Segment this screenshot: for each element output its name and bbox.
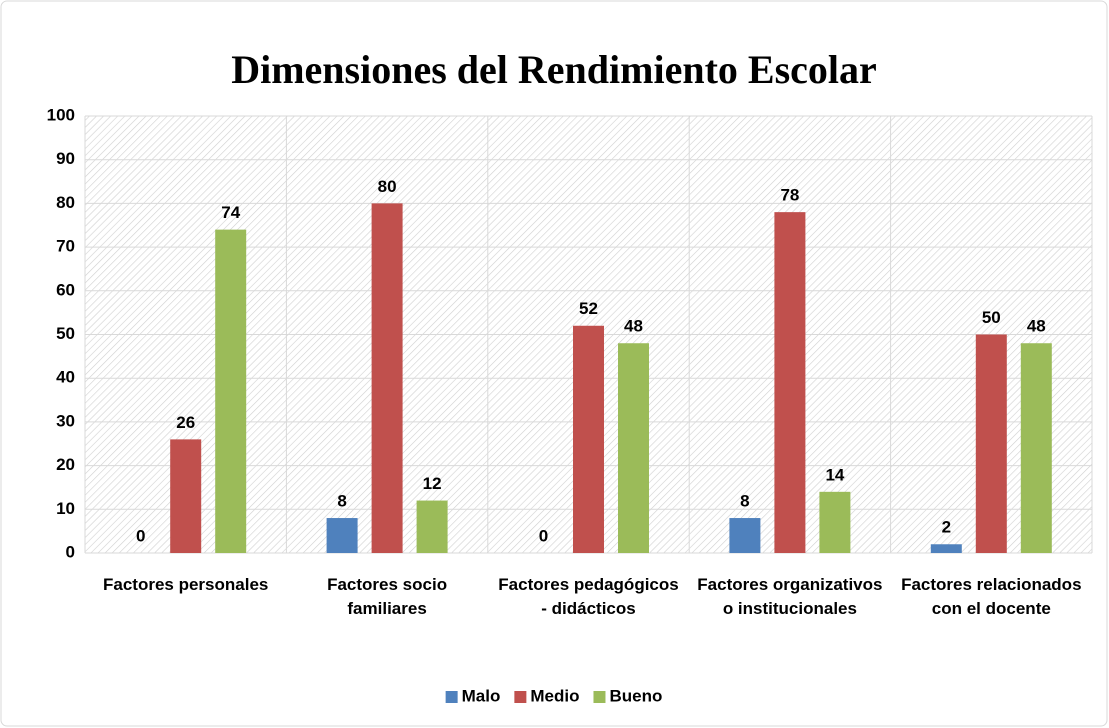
data-label: 0 bbox=[539, 526, 548, 545]
legend-label: Medio bbox=[530, 686, 579, 705]
y-tick-label: 0 bbox=[66, 542, 75, 561]
bar bbox=[618, 343, 649, 553]
x-tick-label: Factores personales bbox=[103, 575, 269, 594]
legend-swatch bbox=[514, 691, 527, 703]
bar bbox=[1020, 343, 1052, 553]
data-label: 50 bbox=[982, 308, 1001, 327]
y-tick-label: 90 bbox=[56, 149, 75, 168]
data-label: 8 bbox=[337, 492, 346, 511]
y-tick-label: 10 bbox=[56, 499, 75, 518]
y-tick-label: 80 bbox=[56, 193, 75, 212]
data-label: 2 bbox=[942, 518, 951, 537]
bar bbox=[573, 325, 604, 553]
x-tick-label: Factores pedagógicos - didácticos bbox=[498, 575, 679, 618]
x-tick-label: Factores organizativos o institucionales bbox=[697, 575, 883, 618]
bar bbox=[774, 212, 806, 553]
bar bbox=[975, 334, 1007, 553]
legend-label: Malo bbox=[462, 686, 501, 705]
data-label: 0 bbox=[136, 526, 145, 545]
chart-title: Dimensiones del Rendimiento Escolar bbox=[231, 47, 877, 92]
data-label: 48 bbox=[624, 317, 643, 336]
data-label: 14 bbox=[825, 465, 844, 484]
x-tick-label: Factores relacionados con el docente bbox=[901, 575, 1082, 618]
data-label: 78 bbox=[780, 186, 799, 205]
data-label: 12 bbox=[423, 474, 442, 493]
data-label: 52 bbox=[579, 299, 598, 318]
bar bbox=[416, 500, 448, 553]
bar bbox=[170, 439, 202, 553]
legend-swatch bbox=[593, 691, 606, 703]
data-label: 48 bbox=[1027, 317, 1046, 336]
legend-label: Bueno bbox=[609, 686, 662, 705]
y-tick-label: 50 bbox=[56, 324, 75, 343]
y-tick-label: 30 bbox=[56, 411, 75, 430]
y-tick-label: 60 bbox=[56, 280, 75, 299]
bar bbox=[729, 518, 761, 553]
data-label: 74 bbox=[221, 203, 240, 222]
legend-swatch bbox=[445, 691, 458, 703]
y-tick-label: 40 bbox=[56, 368, 75, 387]
y-tick-label: 70 bbox=[56, 237, 75, 256]
data-label: 80 bbox=[378, 177, 397, 196]
x-tick-label: Factores socio familiares bbox=[327, 575, 448, 618]
bar bbox=[326, 518, 358, 553]
data-label: 8 bbox=[740, 492, 749, 511]
y-tick-label: 20 bbox=[56, 455, 75, 474]
bar bbox=[819, 491, 851, 553]
bar bbox=[930, 544, 962, 553]
bar bbox=[215, 229, 247, 553]
data-label: 26 bbox=[176, 413, 195, 432]
y-tick-label: 100 bbox=[47, 105, 75, 124]
bar bbox=[371, 203, 403, 553]
